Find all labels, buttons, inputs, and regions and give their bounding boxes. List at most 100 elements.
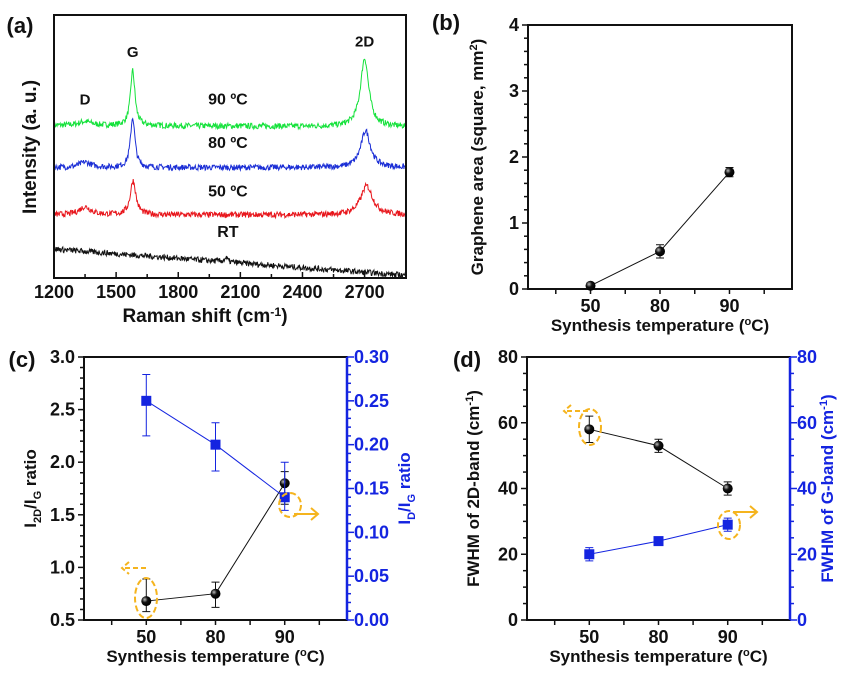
x-axis-label: Synthesis temperature (oC): [549, 647, 767, 666]
peak-label: 2D: [355, 34, 374, 51]
series-label: RT: [217, 224, 239, 241]
right-y-tick-label: 20: [797, 544, 817, 564]
right-y-tick-label: 0.20: [354, 435, 389, 455]
y-axis-label-part: G: [32, 491, 44, 500]
annotation-ellipse: [717, 510, 741, 540]
error-bar: [142, 578, 151, 613]
y-tick-label: 4: [509, 15, 519, 35]
data-point: [584, 424, 595, 435]
right-y-tick-label: 40: [797, 479, 817, 499]
right-y-tick-label: 80: [797, 347, 817, 367]
data-point: [279, 492, 290, 503]
x-axis-label-part: o: [300, 647, 307, 659]
data-point: [584, 549, 595, 560]
y-axis-label-text: FWHM of 2D-band (cm-1): [464, 390, 483, 587]
right-y-tick-label: 0.25: [354, 391, 389, 411]
panel-c: (c) 50 80 90 0.5 1.0 1.5 2.0 2.5 3.0 0.00 0.05 0.10 0…: [9, 347, 389, 647]
plot-frame: [526, 356, 791, 621]
plot-frame: [53, 14, 407, 279]
data-point: [210, 439, 221, 450]
peak-label: D: [80, 91, 91, 108]
x-axis-label: Synthesis temperature (oC): [551, 316, 769, 335]
y-axis-label-part: ): [464, 390, 483, 396]
arrow-right-icon: [733, 505, 759, 519]
data-point: [141, 596, 152, 607]
right-y-tick-label: 60: [797, 413, 817, 433]
y-axis-label-part: -1: [464, 396, 476, 406]
right-y-axis-label-part: /I: [395, 502, 414, 511]
data-point: [210, 588, 221, 599]
right-y-axis-label-text: FWHM of G-band (cm-1): [818, 394, 837, 582]
spectrum-line: [53, 178, 407, 220]
y-axis-label-part: /I: [21, 499, 40, 508]
x-axis-label-part: C): [307, 647, 325, 666]
y-tick-label: 1.0: [50, 557, 75, 577]
x-tick-label: 2400: [282, 282, 322, 302]
right-y-tick-label: 0.00: [354, 610, 389, 630]
panel-label: (a): [7, 13, 34, 38]
x-axis-label: Raman shift (cm-1): [122, 305, 287, 327]
y-axis-label: Graphene area (square, mm2): [468, 39, 487, 276]
x-tick-label: 90: [718, 627, 738, 647]
x-tick-label: 50: [579, 627, 599, 647]
x-axis-label-text: Synthesis temperature (oC): [549, 647, 767, 666]
x-axis-label-part: C): [751, 316, 769, 335]
right-y-tick-label: 0.15: [354, 479, 389, 499]
x-tick-label: 80: [648, 627, 668, 647]
y-axis-label-part: FWHM of 2D-band (cm: [464, 406, 483, 587]
y-axis-label-part: Graphene area (square, mm: [468, 50, 487, 275]
y-axis-label-part: I: [21, 523, 40, 528]
y-tick-label: 0: [508, 610, 518, 630]
data-point: [655, 246, 665, 257]
y-axis-label-part: 2: [468, 44, 480, 50]
x-tick-label: 1800: [158, 282, 198, 302]
y-axis-label: I2D/IG ratio: [21, 449, 44, 527]
data-point: [653, 536, 664, 547]
y-axis-label-part: ): [468, 39, 487, 45]
x-axis-label-text: Synthesis temperature (oC): [551, 316, 769, 335]
right-y-axis-label-part: ratio: [395, 452, 414, 494]
x-axis-label-part: Raman shift (cm: [122, 306, 270, 327]
y-axis-label-part: ratio: [21, 449, 40, 491]
series-label: 80 ºC: [208, 135, 248, 152]
panel-b: (b) 50 80 90 0 1 2 3 4: [432, 10, 793, 316]
right-y-axis-label-part: ): [818, 394, 837, 400]
plot-frame: [83, 356, 348, 621]
y-tick-label: 0: [509, 279, 519, 299]
x-axis-label-part: -1: [270, 305, 281, 319]
data-point: [724, 167, 735, 178]
x-axis-label-part: Synthesis temperature (: [551, 316, 745, 335]
x-axis-label: Synthesis temperature (oC): [106, 647, 324, 666]
y-tick-label: 0.5: [50, 610, 75, 630]
y-tick-label: 40: [498, 479, 518, 499]
x-axis-label-text: Raman shift (cm-1): [122, 305, 287, 327]
data-point: [653, 440, 664, 451]
data-point: [141, 395, 152, 406]
series-label: 50 ºC: [208, 183, 248, 200]
series-line: [590, 171, 730, 287]
x-axis-label-part: C): [750, 647, 768, 666]
y-axis-label-part: Intensity (a. u.): [20, 80, 41, 214]
right-y-axis-label-part: G: [406, 494, 418, 503]
x-axis-label-part: o: [743, 647, 750, 659]
y-tick-label: 60: [498, 413, 518, 433]
arrow-left-icon: [120, 561, 146, 575]
arrow-right-icon: [294, 507, 320, 521]
right-y-tick-label: 0: [797, 610, 807, 630]
data-point: [722, 519, 733, 530]
y-axis-label-text: I2D/IG ratio: [21, 449, 44, 527]
x-tick-label: 80: [650, 296, 670, 316]
right-y-tick-label: 0.30: [354, 347, 389, 367]
spectrum-line: [53, 117, 407, 173]
right-y-tick-label: 0.05: [354, 566, 389, 586]
series-label: 90 ºC: [208, 91, 248, 108]
y-tick-label: 3.0: [50, 347, 75, 367]
right-y-tick-label: 0.10: [354, 522, 389, 542]
right-y-axis-label-part: I: [395, 520, 414, 525]
right-y-axis-label-part: FWHM of G-band (cm: [818, 410, 837, 583]
series-line: [589, 428, 728, 489]
x-tick-label: 50: [581, 296, 601, 316]
right-y-axis-label-text: ID/IG ratio: [395, 452, 418, 524]
annotation-ellipse: [134, 577, 158, 619]
